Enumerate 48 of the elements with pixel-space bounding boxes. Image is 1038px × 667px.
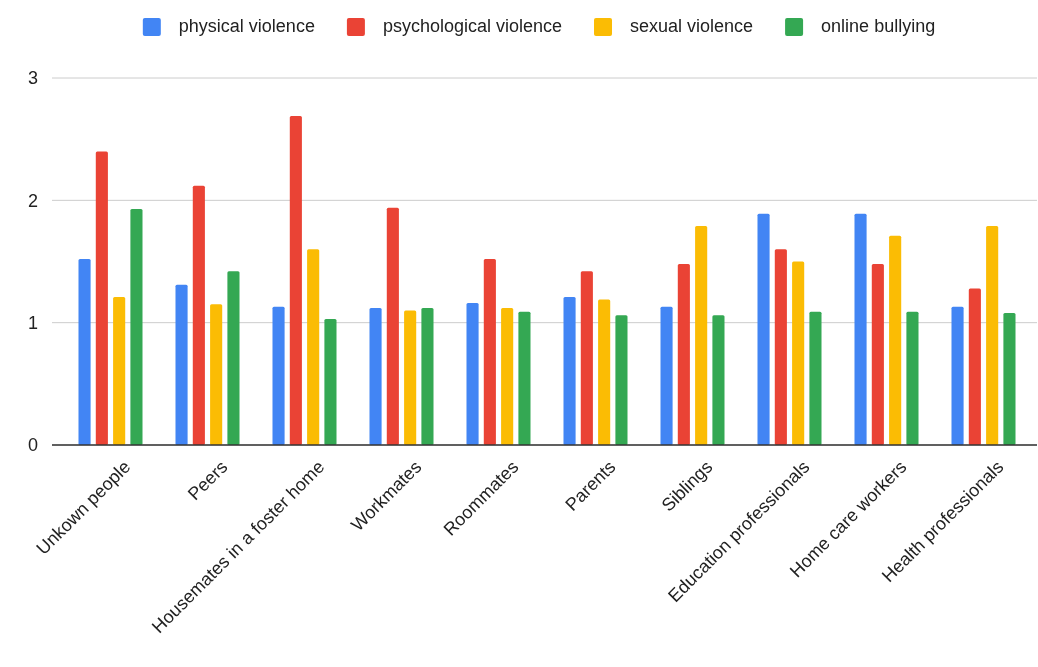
bar [404, 310, 417, 445]
bar [695, 226, 708, 445]
bar [809, 311, 822, 445]
bar [563, 296, 576, 445]
y-tick-label: 3 [27, 68, 38, 89]
bar [1003, 312, 1016, 445]
bar [906, 311, 919, 445]
legend-label: online bullying [821, 16, 936, 36]
bar [580, 271, 593, 445]
bar [677, 263, 690, 445]
bar [210, 304, 223, 445]
bar [986, 226, 999, 445]
bar [130, 208, 143, 445]
bar [113, 296, 126, 445]
bar [951, 306, 964, 445]
bar [78, 259, 91, 445]
legend-label: psychological violence [382, 16, 563, 36]
bar [324, 319, 337, 445]
bar [871, 263, 884, 445]
bar [598, 299, 611, 445]
bar [615, 315, 628, 445]
bar [175, 284, 188, 445]
y-tick-label: 0 [27, 435, 38, 456]
bar [501, 307, 514, 445]
bar [95, 151, 108, 445]
bar [386, 207, 399, 445]
bar [227, 271, 240, 445]
y-tick-label: 2 [27, 190, 38, 211]
legend-label: physical violence [178, 16, 315, 36]
bar [369, 307, 382, 445]
bar [483, 259, 496, 445]
bar [854, 213, 867, 445]
bar [660, 306, 673, 445]
y-tick-label: 1 [27, 312, 38, 333]
bar [272, 306, 285, 445]
bar [466, 303, 479, 445]
bar [518, 311, 531, 445]
legend-label: sexual violence [630, 16, 754, 36]
bar [757, 213, 770, 445]
bar [421, 307, 434, 445]
bar [774, 249, 787, 445]
bar [889, 235, 902, 445]
bar [792, 261, 805, 445]
bar [307, 249, 320, 445]
bar [968, 288, 981, 445]
bar [192, 185, 205, 445]
bar [289, 115, 302, 445]
bar [712, 315, 725, 445]
